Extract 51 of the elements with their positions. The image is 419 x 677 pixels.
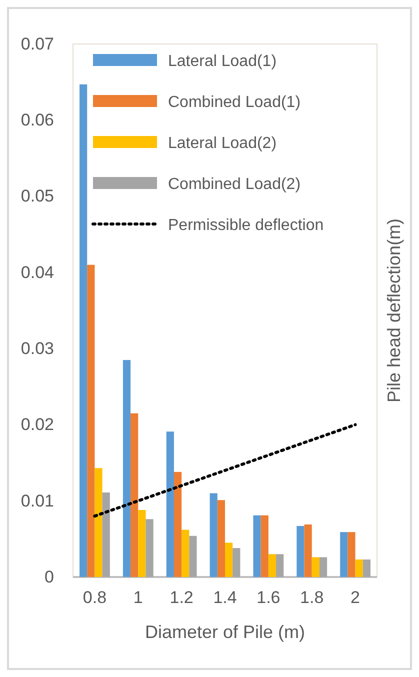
bar (268, 554, 276, 577)
bar (253, 515, 261, 577)
x-tick-label: 0.8 (82, 588, 107, 608)
bar (362, 559, 370, 577)
bar (166, 432, 174, 577)
legend-label: Combined Load(1) (168, 94, 301, 111)
bar (296, 526, 304, 577)
x-tick-label: 1.6 (256, 588, 280, 608)
legend-label: Lateral Load(2) (168, 135, 277, 152)
bar (122, 360, 131, 577)
bar (348, 532, 356, 577)
x-tick-label: 1.4 (213, 588, 237, 608)
y-tick-label: 0.05 (20, 186, 54, 206)
x-axis-title: Diameter of Pile (m) (144, 622, 306, 642)
bar (210, 493, 218, 577)
legend-label: Lateral Load(1) (168, 53, 277, 70)
bar (225, 542, 233, 577)
bar (138, 510, 146, 577)
y-tick-label: 0.03 (20, 339, 54, 358)
line-series (93, 423, 357, 518)
bar (130, 413, 138, 577)
y-tick-label: 0.06 (20, 110, 54, 130)
x-tick-label: 2 (350, 588, 360, 608)
bar (276, 554, 284, 577)
bar (319, 557, 328, 577)
bar (340, 532, 348, 577)
bar (87, 264, 95, 577)
x-tick-label: 1.2 (170, 588, 194, 608)
bar (102, 492, 110, 577)
bar (182, 530, 190, 577)
bar (312, 557, 320, 577)
y-tick-label: 0.01 (20, 491, 54, 510)
legend-label: Permissible deflection (168, 217, 324, 234)
bar (304, 524, 312, 577)
y-tick-label: 0.04 (20, 262, 54, 282)
bar (174, 472, 182, 577)
x-tick-label: 1.8 (300, 588, 324, 608)
bar (232, 548, 240, 577)
bar (189, 536, 197, 577)
bar (355, 559, 363, 577)
bar (217, 500, 225, 577)
bar (260, 515, 268, 577)
bar (94, 468, 102, 577)
bar (146, 519, 154, 577)
y-tick-label: 0 (44, 567, 54, 586)
y-tick-label: 0.07 (20, 34, 54, 54)
y-tick-label: 0.02 (20, 415, 54, 434)
x-tick-label: 1 (133, 588, 143, 608)
bar (80, 84, 88, 577)
y-axis-title: Pile head deflection(m) (384, 218, 404, 403)
legend-label: Combined Load(2) (168, 176, 301, 193)
